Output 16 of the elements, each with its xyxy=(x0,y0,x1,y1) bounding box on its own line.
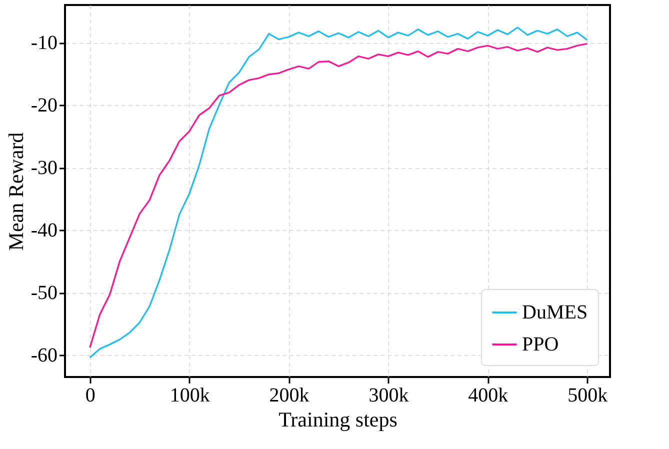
y-tick-label: -10 xyxy=(30,32,58,54)
y-axis-title: Mean Reward xyxy=(4,132,28,251)
x-tick-label: 100k xyxy=(170,384,210,406)
legend-label: DuMES xyxy=(522,302,588,324)
x-tick-label: 0 xyxy=(85,384,96,406)
y-tick-label: -40 xyxy=(30,220,58,242)
y-tick-label: -50 xyxy=(30,282,58,304)
y-tick-label: -30 xyxy=(30,157,58,180)
legend-label: PPO xyxy=(522,334,559,356)
y-tick-label: -20 xyxy=(30,94,58,117)
x-tick-label: 500k xyxy=(568,384,608,406)
x-tick-label: 300k xyxy=(368,384,409,406)
x-axis-title: Training steps xyxy=(278,408,398,432)
x-tick-label: 400k xyxy=(468,384,508,406)
x-tick-label: 200k xyxy=(269,384,310,406)
y-tick-label: -60 xyxy=(30,344,58,367)
